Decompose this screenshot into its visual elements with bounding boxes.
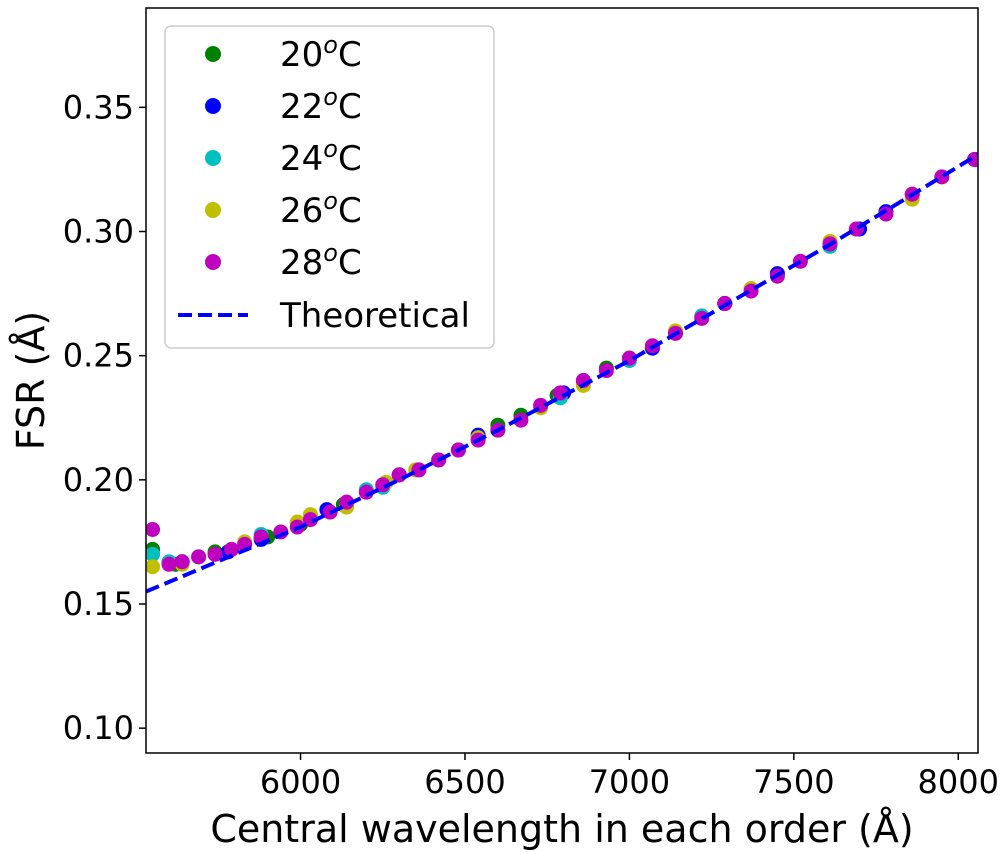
y-tick-label: 0.25 [63, 337, 134, 375]
legend-label-28c: 28oC [280, 239, 362, 283]
legend-label-22c: 22oC [280, 83, 362, 127]
x-tick-label: 8000 [918, 763, 999, 801]
data-point-28c [191, 549, 207, 565]
data-point-28c [358, 484, 374, 500]
x-tick-label: 6000 [260, 763, 341, 801]
data-point-28c [161, 556, 177, 572]
x-tick-label: 7000 [589, 763, 670, 801]
data-point-28c [411, 462, 427, 478]
plot-frame [145, 7, 979, 754]
x-axis: 6000 6500 7000 7500 8000 [260, 753, 999, 801]
y-tick-label: 0.20 [63, 461, 134, 499]
data-point-28c [339, 494, 355, 510]
x-tick-label: 7500 [753, 763, 834, 801]
legend: 20oC 22oC 24oC 26oC 28oC Theoretical [164, 25, 495, 349]
y-axis: 0.10 0.15 0.20 0.25 0.30 0.35 [63, 88, 146, 747]
data-point-24c [146, 546, 161, 562]
legend-marker-24c [205, 150, 221, 166]
x-tick-label: 6500 [424, 763, 505, 801]
legend-box [164, 25, 495, 349]
data-point-28c [375, 477, 391, 493]
x-axis-label: Central wavelength in each order (Å) [210, 807, 913, 851]
data-point-28c [878, 206, 894, 222]
legend-label-26c: 26oC [280, 187, 362, 231]
legend-label-theoretical: Theoretical [279, 296, 470, 336]
legend-marker-26c [205, 202, 221, 218]
data-point-28c [391, 467, 407, 483]
legend-marker-20c [205, 46, 221, 62]
y-tick-label: 0.30 [63, 213, 134, 251]
data-point-28c [174, 554, 190, 570]
theoretical-line [146, 152, 978, 594]
legend-marker-28c [205, 254, 221, 270]
data-point-28c [224, 541, 240, 557]
data-point-28c [207, 546, 223, 562]
data-point-28c [302, 512, 318, 528]
plot-area [146, 151, 978, 594]
legend-label-24c: 24oC [280, 135, 362, 179]
data-point-28c [146, 522, 161, 537]
y-axis-label: FSR (Å) [9, 311, 53, 450]
data-point-26c [146, 559, 161, 575]
plot-marks [146, 151, 978, 594]
legend-marker-22c [205, 98, 221, 114]
y-tick-label: 0.35 [63, 88, 134, 126]
y-tick-label: 0.15 [63, 585, 134, 623]
legend-label-20c: 20oC [280, 31, 362, 75]
y-tick-label: 0.10 [63, 709, 134, 747]
